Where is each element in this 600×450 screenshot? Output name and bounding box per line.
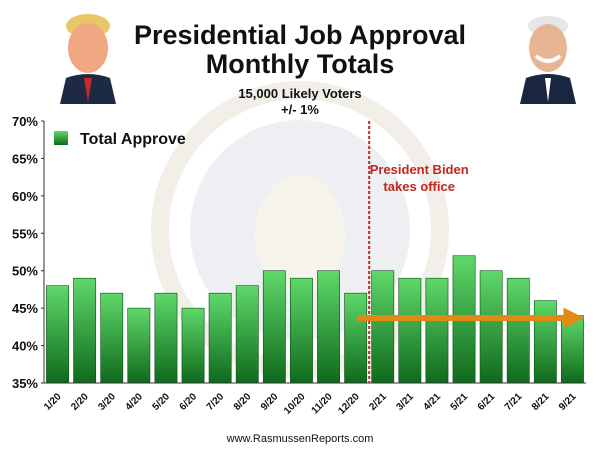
bar-4-20: [127, 307, 151, 384]
y-tick-label: 65%: [12, 151, 38, 166]
bar-12-20: [344, 292, 368, 384]
x-tick-label: 4/20: [123, 391, 145, 413]
x-tick-label: 1/20: [42, 391, 64, 413]
y-tick-label: 60%: [12, 189, 38, 204]
bar-2-21: [371, 270, 395, 384]
legend-swatch: [54, 131, 68, 145]
bar-9-20: [262, 270, 286, 384]
x-tick-label: 10/20: [282, 391, 308, 417]
x-tick-label: 2/20: [69, 391, 91, 413]
y-tick-label: 35%: [12, 376, 38, 391]
annotation-line1: President Biden: [370, 162, 469, 177]
x-tick-label: 11/20: [310, 391, 335, 416]
portrait-left-image: [56, 12, 120, 104]
bar-1-20: [46, 285, 69, 384]
y-tick-label: 55%: [12, 226, 38, 241]
x-axis-ticks: 1/20 2/20 3/20 4/20 5/20 6/20 7/20 8/20 9/20 10/2…: [42, 391, 579, 417]
x-tick-label: 3/20: [96, 391, 118, 413]
x-tick-label: 9/21: [557, 391, 579, 413]
x-tick-label: 5/20: [151, 391, 173, 413]
bar-9-21: [561, 315, 584, 384]
x-tick-label: 12/20: [336, 391, 362, 417]
bar-2-20: [73, 277, 97, 384]
page-title-line1: Presidential Job Approval: [133, 20, 467, 50]
legend-label: Total Approve: [80, 131, 186, 148]
x-tick-label: 6/20: [178, 391, 200, 413]
bars-group: [46, 255, 584, 384]
bar-6-20: [181, 307, 205, 384]
x-tick-label: 9/20: [259, 391, 281, 413]
y-tick-label: 50%: [12, 264, 38, 279]
portrait-right-image: [516, 12, 580, 104]
y-tick-label: 40%: [12, 339, 38, 354]
x-tick-label: 4/21: [422, 391, 444, 413]
x-tick-label: 5/21: [449, 391, 471, 413]
bar-4-21: [425, 277, 449, 384]
bar-3-20: [100, 292, 124, 384]
x-tick-label: 8/21: [530, 391, 552, 413]
x-tick-label: 7/21: [503, 391, 525, 413]
x-tick-label: 3/21: [394, 391, 416, 413]
y-tick-label: 45%: [12, 301, 38, 316]
x-tick-label: 6/21: [476, 391, 498, 413]
x-tick-label: 7/20: [205, 391, 227, 413]
page-title-line2: Monthly Totals: [205, 49, 395, 79]
annotation-line2: takes office: [383, 179, 455, 194]
y-tick-label: 70%: [12, 114, 38, 129]
bar-5-20: [154, 292, 178, 384]
y-axis-ticks: 35% 40% 45% 50% 55% 60% 65% 70%: [12, 114, 44, 391]
x-tick-label: 2/21: [367, 391, 389, 413]
bar-10-20: [290, 277, 313, 384]
subtitle-margin: +/- 1%: [281, 102, 319, 117]
bar-7-20: [208, 292, 232, 384]
x-tick-label: 8/20: [232, 391, 254, 413]
bar-6-21: [479, 270, 503, 384]
bar-3-21: [398, 277, 422, 384]
bar-11-20: [317, 270, 340, 384]
source-footer: www.RasmussenReports.com: [226, 433, 374, 445]
bar-8-20: [235, 285, 259, 384]
subtitle-voters: 15,000 Likely Voters: [238, 86, 362, 101]
bar-8-21: [533, 300, 557, 384]
bar-7-21: [506, 277, 530, 384]
